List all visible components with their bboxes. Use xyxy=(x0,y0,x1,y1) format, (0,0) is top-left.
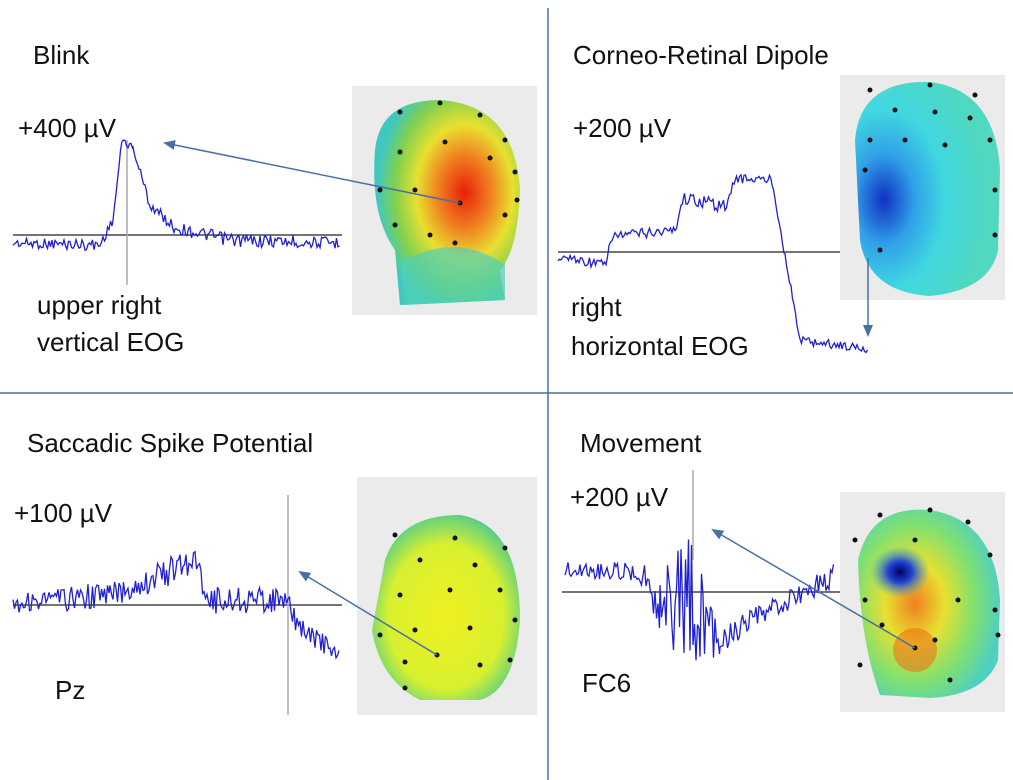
electrode xyxy=(993,608,998,613)
electrode xyxy=(948,678,953,683)
electrode xyxy=(868,138,873,143)
electrode xyxy=(438,101,443,106)
electrode xyxy=(956,598,961,603)
electrode xyxy=(378,188,383,193)
electrode xyxy=(988,138,993,143)
electrode xyxy=(903,138,908,143)
electrode xyxy=(863,598,868,603)
electrode xyxy=(403,660,408,665)
channel-label: FC6 xyxy=(582,668,631,698)
panel-title: Movement xyxy=(580,428,702,458)
electrode xyxy=(513,170,518,175)
electrode xyxy=(503,138,508,143)
channel-label: Pz xyxy=(55,675,85,705)
eeg-trace xyxy=(558,175,868,353)
panel-title: Saccadic Spike Potential xyxy=(27,428,313,458)
eeg-trace xyxy=(13,140,340,250)
electrode xyxy=(515,198,520,203)
electrode xyxy=(473,563,478,568)
channel-label: vertical EOG xyxy=(37,327,184,357)
electrode xyxy=(398,110,403,115)
electrode xyxy=(880,623,885,628)
electrode xyxy=(913,538,918,543)
electrode xyxy=(933,638,938,643)
amplitude-label: +200 µV xyxy=(573,113,672,143)
electrode xyxy=(448,588,453,593)
electrode xyxy=(498,588,503,593)
amplitude-label: +400 µV xyxy=(18,113,117,143)
panel-title: Corneo-Retinal Dipole xyxy=(573,40,829,70)
electrode xyxy=(968,116,973,121)
electrode xyxy=(863,168,868,173)
electrode xyxy=(878,513,883,518)
electrode xyxy=(403,686,408,691)
electrode xyxy=(503,213,508,218)
head-map xyxy=(840,75,1005,300)
electrode xyxy=(853,538,858,543)
amplitude-label: +100 µV xyxy=(14,498,113,528)
electrode xyxy=(393,533,398,538)
electrode xyxy=(443,140,448,145)
electrode xyxy=(893,108,898,113)
electrode xyxy=(398,593,403,598)
electrode xyxy=(508,658,513,663)
electrode xyxy=(393,223,398,228)
electrode xyxy=(478,113,483,118)
electrode xyxy=(478,663,483,668)
electrode xyxy=(398,150,403,155)
electrode xyxy=(413,628,418,633)
electrode xyxy=(503,546,508,551)
amplitude-label: +200 µV xyxy=(570,482,669,512)
electrode xyxy=(993,233,998,238)
electrode xyxy=(418,558,423,563)
electrode xyxy=(933,110,938,115)
electrode xyxy=(943,143,948,148)
electrode xyxy=(928,83,933,88)
eeg-trace xyxy=(565,540,834,661)
electrode xyxy=(868,88,873,93)
electrode xyxy=(488,156,493,161)
figure: Blink +400 µV upper right vertical EOG C… xyxy=(0,0,1013,780)
channel-label: upper right xyxy=(37,290,162,320)
electrode xyxy=(858,663,863,668)
electrode xyxy=(878,248,883,253)
electrode xyxy=(453,536,458,541)
channel-label: right xyxy=(571,292,622,322)
electrode xyxy=(988,553,993,558)
electrode xyxy=(468,626,473,631)
head-map xyxy=(357,477,537,715)
electrode xyxy=(513,618,518,623)
electrode xyxy=(973,93,978,98)
electrode xyxy=(996,633,1001,638)
electrode xyxy=(453,241,458,246)
electrode xyxy=(413,188,418,193)
electrode xyxy=(993,188,998,193)
panel-title: Blink xyxy=(33,40,90,70)
electrode xyxy=(966,520,971,525)
electrode xyxy=(928,508,933,513)
electrode xyxy=(428,233,433,238)
channel-label: horizontal EOG xyxy=(571,331,749,361)
electrode xyxy=(378,633,383,638)
